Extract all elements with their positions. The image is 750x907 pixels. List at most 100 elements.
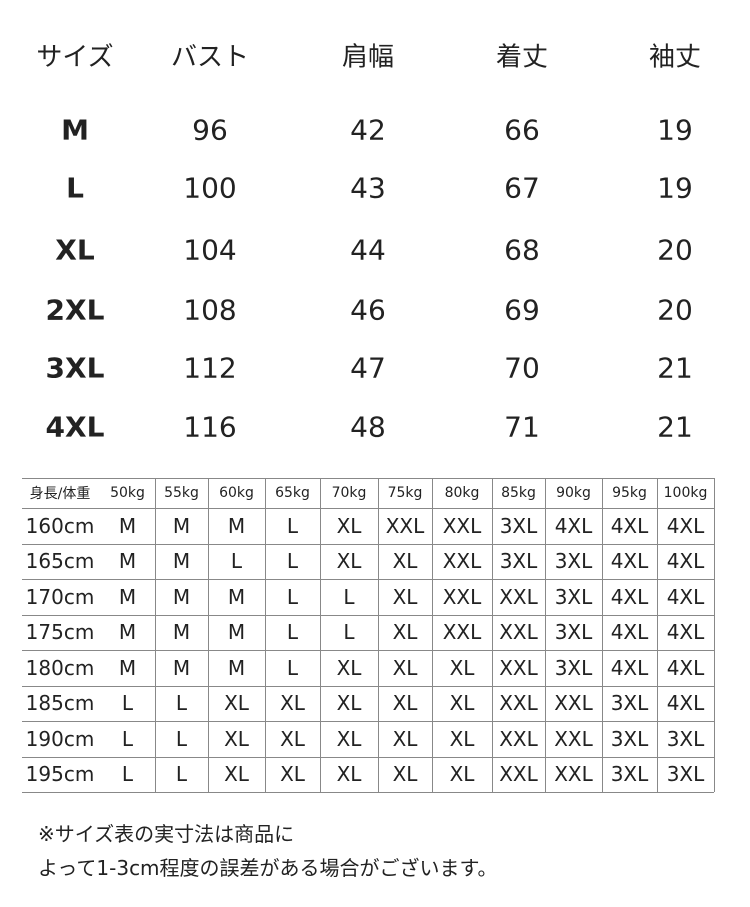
fit-size: L <box>175 691 188 716</box>
fit-size: 4XL <box>666 655 705 680</box>
fit-size: 4XL <box>610 655 649 680</box>
size-value: 112 <box>183 351 237 385</box>
fit-size: M <box>118 620 137 645</box>
fit-size: L <box>121 762 134 787</box>
fit-table-header: 身長/体重 <box>29 486 91 502</box>
fit-table-header: 55kg <box>164 485 199 501</box>
fit-size: XL <box>392 762 418 787</box>
fit-size: M <box>172 655 191 680</box>
size-value: 100 <box>183 171 237 205</box>
fit-size: XXL <box>499 762 538 787</box>
size-value: 43 <box>350 171 386 205</box>
fit-table-header: 100kg <box>663 485 708 501</box>
fit-size: 4XL <box>666 584 705 609</box>
fit-table-header: 75kg <box>387 485 423 501</box>
fit-size: XL <box>336 513 362 538</box>
fit-size: 3XL <box>554 620 593 645</box>
fit-size: 3XL <box>499 549 538 574</box>
fit-size: 3XL <box>499 513 538 538</box>
size-label: 3XL <box>45 351 105 385</box>
row-line <box>22 614 714 616</box>
fit-size: XL <box>224 691 249 716</box>
row-line <box>22 508 714 509</box>
fit-size: XL <box>392 584 418 609</box>
size-value: 20 <box>657 293 693 327</box>
fit-size: XXL <box>442 620 482 645</box>
fit-size: 3XL <box>554 549 593 574</box>
row-line <box>22 792 714 793</box>
fit-size: 3XL <box>610 762 649 787</box>
fit-size: M <box>227 620 246 645</box>
fit-size: 4XL <box>610 620 649 645</box>
fit-size: XXL <box>554 726 593 751</box>
fit-size: XL <box>336 762 362 787</box>
fit-size: 3XL <box>554 655 593 680</box>
fit-size: 3XL <box>666 762 705 787</box>
size-value: 42 <box>350 113 386 147</box>
fit-size: XL <box>336 691 362 716</box>
fit-size: L <box>286 549 299 574</box>
fit-size: 4XL <box>554 513 593 538</box>
size-value: 21 <box>657 410 693 444</box>
size-table-header: 袖丈 <box>648 42 702 73</box>
size-value: 46 <box>350 293 386 327</box>
size-label: 2XL <box>45 293 105 327</box>
fit-size: XL <box>336 549 362 574</box>
fit-size: 4XL <box>610 584 649 609</box>
fit-size: XXL <box>385 513 425 538</box>
fit-size: 4XL <box>610 513 649 538</box>
size-value: 70 <box>504 351 540 385</box>
fit-size: XL <box>336 655 362 680</box>
fit-size: 4XL <box>610 549 649 574</box>
size-table-header: サイズ <box>36 42 114 73</box>
size-table-header: 肩幅 <box>341 42 395 73</box>
fit-size: L <box>286 584 299 609</box>
col-line <box>545 478 546 792</box>
fit-size: M <box>172 584 191 609</box>
height-label: 165cm <box>25 549 95 574</box>
fit-size: XL <box>449 691 475 716</box>
fit-size: XXL <box>499 655 538 680</box>
fit-size: L <box>121 691 134 716</box>
fit-table-header: 80kg <box>444 485 480 501</box>
fit-size: L <box>286 655 299 680</box>
fit-size: M <box>227 513 246 538</box>
size-value: 47 <box>350 351 386 385</box>
size-value: 21 <box>657 351 693 385</box>
fit-size: XL <box>449 762 475 787</box>
fit-size: XL <box>224 726 249 751</box>
row-line <box>22 756 714 758</box>
note-line: ※サイズ表の実寸法は商品に <box>38 822 295 846</box>
fit-table-header: 95kg <box>612 485 647 501</box>
size-label: M <box>61 113 89 147</box>
fit-size: XL <box>449 726 475 751</box>
fit-size: L <box>121 726 134 751</box>
fit-table-header: 70kg <box>331 485 367 501</box>
fit-size: 3XL <box>610 726 649 751</box>
fit-size: XL <box>280 726 305 751</box>
size-value: 68 <box>504 233 540 267</box>
row-line <box>22 543 714 545</box>
fit-size: M <box>172 549 191 574</box>
fit-size: 3XL <box>610 691 649 716</box>
size-value: 69 <box>504 293 540 327</box>
fit-size: XXL <box>499 584 538 609</box>
col-line <box>432 478 433 792</box>
col-line <box>492 478 493 792</box>
fit-size: XXL <box>554 762 593 787</box>
row-line <box>22 650 714 651</box>
note-line: よって1-3cm程度の誤差がある場合がございます。 <box>38 856 498 880</box>
col-line <box>155 478 156 792</box>
fit-size: XL <box>280 762 305 787</box>
fit-size: L <box>343 620 355 645</box>
fit-size: XL <box>392 726 418 751</box>
fit-table-header: 50kg <box>110 485 145 501</box>
height-label: 180cm <box>25 655 95 680</box>
size-value: 96 <box>192 113 228 147</box>
fit-size: 3XL <box>554 584 593 609</box>
fit-size: L <box>175 726 188 751</box>
height-label: 190cm <box>25 726 95 751</box>
size-value: 104 <box>183 233 237 267</box>
fit-size: XL <box>336 726 362 751</box>
